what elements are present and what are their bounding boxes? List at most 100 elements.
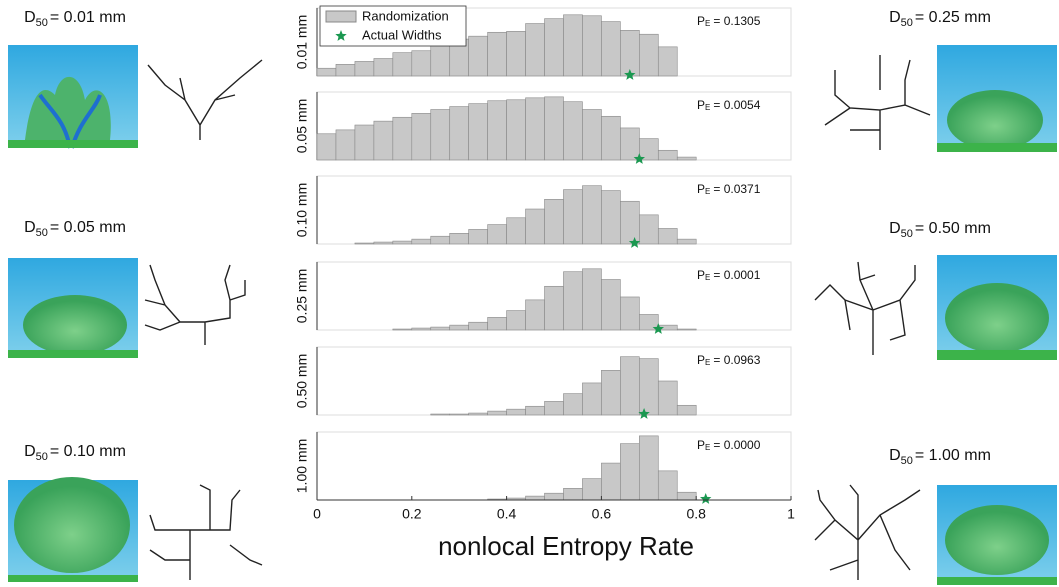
histogram-bar xyxy=(450,325,469,330)
panel-value: = 1.00 mm xyxy=(915,447,991,464)
stat-symbol: P xyxy=(697,438,705,452)
stat-value: = 0.0371 xyxy=(713,182,760,196)
histogram-bar xyxy=(563,190,582,244)
panel-symbol: D xyxy=(889,9,901,26)
network-sketch xyxy=(148,60,262,140)
histogram-bar xyxy=(601,279,620,330)
histogram-bar xyxy=(545,97,564,160)
histogram-bar xyxy=(526,300,545,330)
histogram-bar xyxy=(469,104,488,160)
panel-value: = 0.10 mm xyxy=(50,443,126,460)
histogram-bar xyxy=(393,241,412,244)
histogram-bar xyxy=(658,471,677,500)
panel-symbol: D xyxy=(24,219,36,236)
histogram-bar xyxy=(620,128,639,160)
histogram-bar xyxy=(601,191,620,244)
histogram-bar xyxy=(601,116,620,160)
histogram-bar xyxy=(545,199,564,244)
histogram-bar xyxy=(639,436,658,500)
histogram-bar xyxy=(526,406,545,415)
histogram-bar xyxy=(355,243,374,244)
simulation-image xyxy=(937,45,1057,152)
histogram-bar xyxy=(355,125,374,160)
histogram-bar xyxy=(639,34,658,76)
p-value-annotation: PE= 0.0000 xyxy=(697,438,761,452)
histogram-bar xyxy=(431,236,450,244)
y-axis-label: 1.00 mm xyxy=(294,439,310,493)
histogram-bar xyxy=(526,98,545,160)
histogram-bar xyxy=(450,414,469,415)
histogram-bar xyxy=(582,383,601,415)
x-tick-label: 0 xyxy=(313,506,321,522)
y-axis-label: 0.50 mm xyxy=(294,354,310,408)
stat-value: = 0.0054 xyxy=(713,98,760,112)
p-value-annotation: PE= 0.1305 xyxy=(697,14,761,28)
legend-swatch xyxy=(326,11,356,22)
histogram-bar xyxy=(450,107,469,160)
histogram-bar xyxy=(658,381,677,415)
histogram-bar xyxy=(488,32,507,76)
histogram-bar xyxy=(582,269,601,330)
histogram-bar xyxy=(620,357,639,415)
histogram-bar xyxy=(620,297,639,330)
panel-value: = 0.25 mm xyxy=(915,9,991,26)
histogram-bar xyxy=(431,109,450,160)
histogram-bar xyxy=(393,117,412,160)
x-tick-label: 0.8 xyxy=(686,506,706,522)
histogram-bar xyxy=(582,109,601,160)
histogram-bar xyxy=(374,242,393,244)
histogram-bar xyxy=(469,229,488,244)
stat-value: = 0.0963 xyxy=(713,353,760,367)
histogram-bar xyxy=(620,444,639,500)
histogram-bar xyxy=(431,44,450,76)
histogram-bar xyxy=(412,239,431,244)
histogram-bar xyxy=(526,496,545,500)
x-tick-label: 0.2 xyxy=(402,506,422,522)
network-sketch xyxy=(145,265,245,345)
network-sketch xyxy=(150,485,262,580)
histogram-bar xyxy=(488,317,507,330)
histogram-bar xyxy=(317,68,336,76)
histogram-bar xyxy=(563,272,582,330)
histogram-bar xyxy=(677,405,696,415)
panel-value: = 0.50 mm xyxy=(915,220,991,237)
histogram-bar xyxy=(412,113,431,160)
histogram-bar xyxy=(393,329,412,330)
panel-subscript: 50 xyxy=(901,17,913,29)
p-value-annotation: PE= 0.0371 xyxy=(697,182,761,196)
histogram-bar xyxy=(563,394,582,415)
legend-label: Actual Widths xyxy=(362,27,442,42)
simulation-image xyxy=(8,45,138,148)
histogram-bar xyxy=(563,102,582,160)
histogram-bar xyxy=(469,36,488,76)
histogram-bar xyxy=(677,157,696,160)
histogram-bar xyxy=(431,327,450,330)
panel-subscript: 50 xyxy=(901,228,913,240)
histogram-bar xyxy=(488,101,507,160)
histogram-bar xyxy=(639,215,658,244)
panel-label: D50= 0.50 mm xyxy=(889,220,991,240)
histogram-bar xyxy=(563,488,582,500)
histogram-bar xyxy=(582,479,601,500)
histogram-bar xyxy=(469,413,488,415)
panel-label: D50= 0.25 mm xyxy=(889,9,991,29)
simulation-image xyxy=(937,485,1057,585)
histogram-bar xyxy=(488,411,507,415)
histogram-bar xyxy=(336,64,355,76)
p-value-annotation: PE= 0.0001 xyxy=(697,268,761,282)
legend-label: Randomization xyxy=(362,8,449,23)
x-tick-label: 0.4 xyxy=(497,506,517,522)
panel-symbol: D xyxy=(24,9,36,26)
histogram-bar xyxy=(677,239,696,244)
histogram-bar xyxy=(450,233,469,244)
y-axis-label: 0.01 mm xyxy=(294,15,310,69)
stat-subscript: E xyxy=(705,358,710,367)
histogram-bar xyxy=(563,15,582,76)
y-axis-label: 0.25 mm xyxy=(294,269,310,323)
histogram-bar xyxy=(545,286,564,330)
stat-subscript: E xyxy=(705,19,710,28)
histogram-bar xyxy=(507,100,526,160)
stat-symbol: P xyxy=(697,268,705,282)
y-axis-label: 0.10 mm xyxy=(294,183,310,237)
histogram-bar xyxy=(545,401,564,415)
